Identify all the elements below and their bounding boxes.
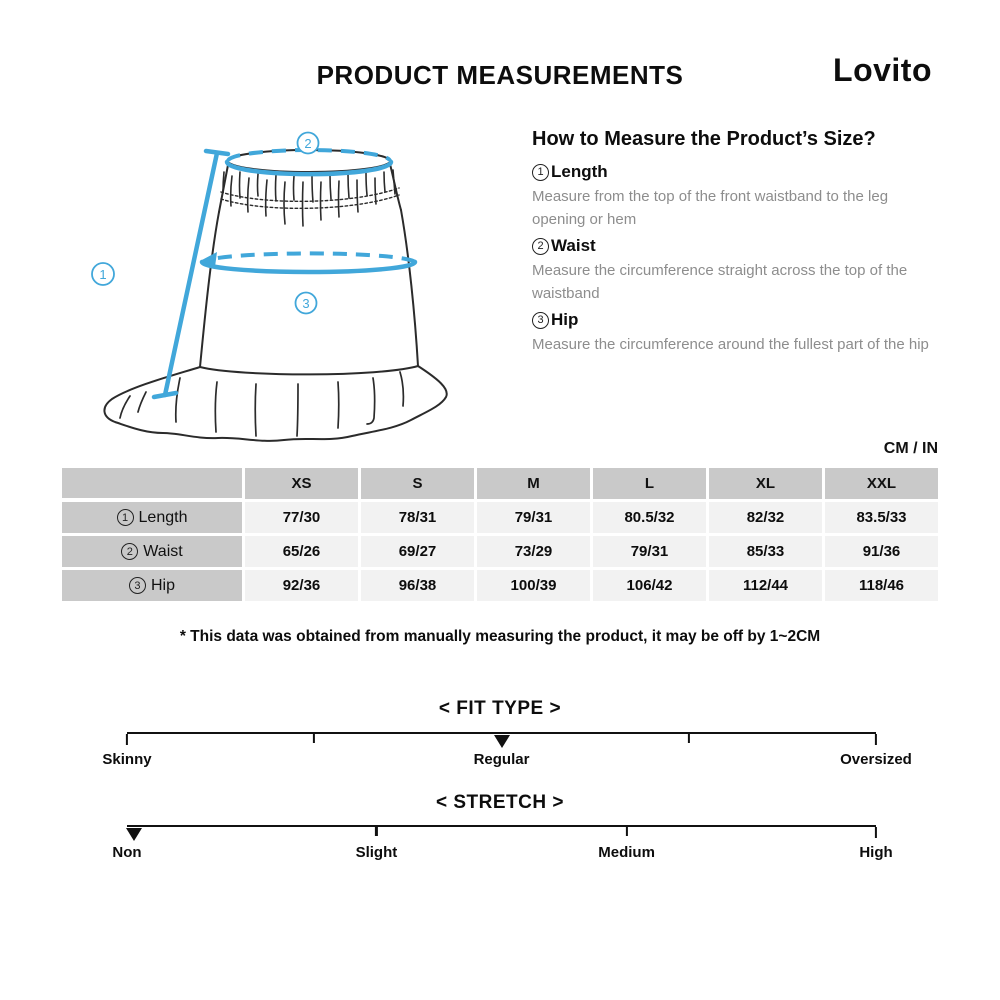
cell-hip-l: 106/42 bbox=[593, 570, 706, 601]
cell-waist-m: 73/29 bbox=[477, 536, 590, 567]
fit-type-label-oversized: Oversized bbox=[840, 751, 912, 768]
disclaimer-note: * This data was obtained from manually m… bbox=[179, 628, 821, 645]
measure-item-description: Measure from the top of the front waistb… bbox=[532, 188, 889, 228]
cell-length-s: 78/31 bbox=[361, 502, 474, 533]
measure-item-waist: 2 Waist Measure the circumference straigh… bbox=[532, 236, 942, 305]
brand-logo: Lovito bbox=[833, 52, 932, 88]
stretch-title: < STRETCH > bbox=[436, 792, 564, 813]
cell-hip-xl: 112/44 bbox=[709, 570, 822, 601]
circled-number-2: 2 bbox=[121, 543, 139, 560]
cell-waist-xxl: 91/36 bbox=[825, 536, 938, 567]
waist-solid-arc bbox=[224, 159, 394, 177]
cell-length-l: 80.5/32 bbox=[593, 502, 706, 533]
row-label-waist: 2 Waist bbox=[62, 536, 242, 567]
cell-hip-xs: 92/36 bbox=[245, 570, 358, 601]
length-line-caps bbox=[151, 148, 231, 400]
size-col-header-xxl: XXL bbox=[825, 468, 938, 499]
cell-length-xs: 77/30 bbox=[245, 502, 358, 533]
fit-type-scale-line bbox=[125, 732, 878, 748]
cell-length-xl: 82/32 bbox=[709, 502, 822, 533]
scale-tick bbox=[874, 734, 878, 745]
callout-badge-1: 1 bbox=[91, 262, 115, 286]
stretch-label-medium: Medium bbox=[598, 844, 655, 861]
svg-text:1: 1 bbox=[99, 267, 106, 282]
length-line bbox=[162, 150, 220, 398]
hip-arrowhead bbox=[200, 252, 217, 267]
cell-length-m: 79/31 bbox=[477, 502, 590, 533]
circled-number-1: 1 bbox=[116, 509, 134, 526]
cell-waist-s: 69/27 bbox=[361, 536, 474, 567]
stretch-label-non: Non bbox=[112, 844, 142, 861]
size-col-header-xl: XL bbox=[709, 468, 822, 499]
row-label-hip: 3 Hip bbox=[62, 570, 242, 601]
size-col-header-s: S bbox=[361, 468, 474, 499]
stretch-scale-line bbox=[126, 825, 878, 841]
scale-tick bbox=[687, 734, 690, 743]
stretch-labels: Non Slight Medium High bbox=[112, 844, 892, 864]
measure-item-label: 3 Hip bbox=[532, 310, 942, 330]
cell-hip-m: 100/39 bbox=[477, 570, 590, 601]
stretch-marker-icon bbox=[126, 828, 143, 841]
measure-item-label: 2 Waist bbox=[532, 236, 942, 256]
skirt-illustration: 2 1 3 bbox=[60, 120, 510, 460]
svg-text:3: 3 bbox=[302, 296, 309, 311]
cell-hip-xxl: 118/46 bbox=[825, 570, 938, 601]
measure-item-length: 1 Length Measure from the top of the fron… bbox=[532, 162, 942, 231]
measure-item-hip: 3 Hip Measure the circumference around th… bbox=[532, 310, 942, 356]
stretch-label-slight: Slight bbox=[355, 844, 398, 861]
fit-type-labels: Skinny Regular Oversized bbox=[102, 751, 911, 771]
measurement-marks: 2 1 3 bbox=[91, 131, 418, 400]
size-col-header-xs: XS bbox=[245, 468, 358, 499]
scale-tick bbox=[874, 827, 878, 838]
row-label-length: 1 Length bbox=[62, 502, 242, 533]
page-title: PRODUCT MEASUREMENTS bbox=[316, 60, 684, 90]
hip-dashed-arc bbox=[211, 251, 417, 264]
how-to-measure-heading: How to Measure the Product’s Size? bbox=[532, 128, 876, 150]
measure-item-description: Measure the circumference around the ful… bbox=[532, 336, 929, 353]
scale-tick bbox=[125, 734, 129, 745]
table-corner-cell bbox=[62, 468, 242, 498]
size-table: XS S M L XL XXL 1 Length 77/30 78/31 79/3… bbox=[62, 468, 938, 601]
how-to-measure-section: How to Measure the Product’s Size? 1 Leng… bbox=[532, 128, 942, 356]
hip-solid-arc bbox=[199, 259, 418, 275]
cell-waist-l: 79/31 bbox=[593, 536, 706, 567]
scale-tick bbox=[375, 827, 378, 836]
cell-hip-s: 96/38 bbox=[361, 570, 474, 601]
units-label: CM / IN bbox=[883, 440, 938, 457]
callout-badge-2: 2 bbox=[296, 131, 320, 155]
fit-type-label-regular: Regular bbox=[473, 751, 530, 768]
measure-item-label: 1 Length bbox=[532, 162, 942, 182]
circled-number-3: 3 bbox=[128, 577, 146, 594]
cell-waist-xl: 85/33 bbox=[709, 536, 822, 567]
stretch-label-high: High bbox=[859, 844, 893, 861]
circled-number-2: 2 bbox=[532, 237, 549, 255]
fit-type-marker-icon bbox=[493, 735, 510, 748]
size-col-header-l: L bbox=[593, 468, 706, 499]
cell-length-xxl: 83.5/33 bbox=[825, 502, 938, 533]
scale-tick bbox=[625, 827, 628, 836]
size-col-header-m: M bbox=[477, 468, 590, 499]
callout-badge-3: 3 bbox=[294, 291, 318, 315]
fit-type-label-skinny: Skinny bbox=[102, 751, 152, 768]
skirt-outline bbox=[103, 149, 448, 442]
circled-number-1: 1 bbox=[532, 163, 549, 181]
measure-item-description: Measure the circumference straight acros… bbox=[532, 262, 908, 302]
svg-text:2: 2 bbox=[304, 136, 311, 151]
cell-waist-xs: 65/26 bbox=[245, 536, 358, 567]
waist-dashed-arc bbox=[226, 148, 392, 162]
fit-type-title: < FIT TYPE > bbox=[438, 698, 562, 719]
circled-number-3: 3 bbox=[532, 311, 549, 329]
scale-tick bbox=[313, 734, 316, 743]
skirt-sketch-svg: 2 1 3 bbox=[91, 131, 448, 442]
